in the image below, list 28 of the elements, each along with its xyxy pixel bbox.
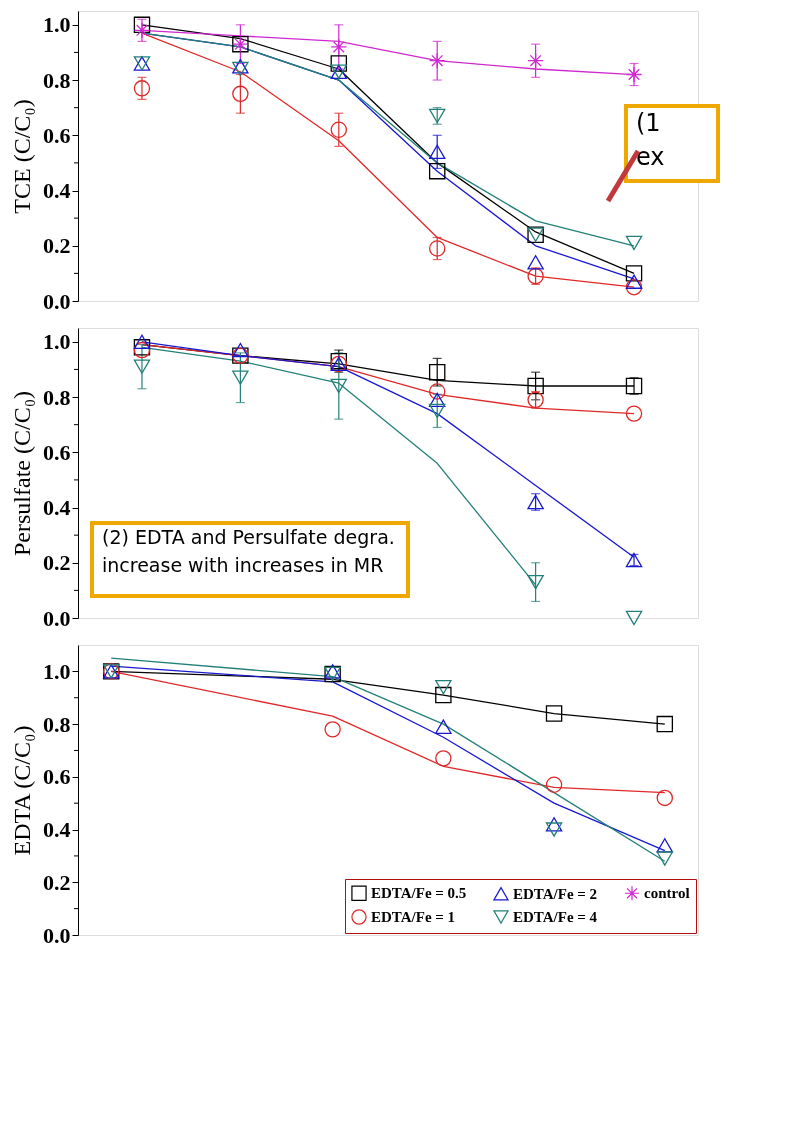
y-tick-label: 0.0 (43, 605, 71, 631)
y-tick-label: 1.0 (43, 12, 71, 38)
legend-label: control (644, 885, 690, 902)
y-tick-label: 0.4 (43, 178, 71, 204)
legend-label: EDTA/Fe = 1 (371, 909, 456, 925)
y-tick-label: 0.0 (43, 922, 71, 948)
y-tick-label: 0.0 (43, 288, 71, 314)
y-axis-title: Persulfate (C/C₀) (9, 391, 35, 556)
y-tick-label: 0.2 (43, 869, 71, 895)
legend-label: EDTA/Fe = 2 (513, 885, 598, 902)
y-axis-title: EDTA (C/C₀) (9, 725, 35, 856)
legend-label: EDTA/Fe = 0.5 (371, 885, 467, 902)
annotation: (2) EDTA and Persulfate degra. increase with increases in MR (102, 526, 395, 576)
legend-label: EDTA/Fe = 4 (513, 909, 598, 925)
y-tick-label: 0.4 (43, 495, 71, 521)
y-tick-label: 0.4 (43, 817, 71, 843)
y-tick-label: 0.8 (43, 711, 71, 737)
y-tick-label: 0.8 (43, 67, 71, 93)
y-tick-label: 1.0 (43, 329, 71, 355)
annotation: (1 ex (636, 109, 665, 171)
y-tick-label: 1.0 (43, 658, 71, 684)
y-axis-title: TCE (C/C₀) (9, 99, 35, 214)
y-tick-label: 0.6 (43, 764, 71, 790)
y-tick-label: 0.6 (43, 439, 71, 465)
y-tick-label: 0.2 (43, 233, 71, 259)
y-tick-label: 0.2 (43, 550, 71, 576)
y-tick-label: 0.6 (43, 122, 71, 148)
y-tick-label: 0.8 (43, 384, 71, 410)
